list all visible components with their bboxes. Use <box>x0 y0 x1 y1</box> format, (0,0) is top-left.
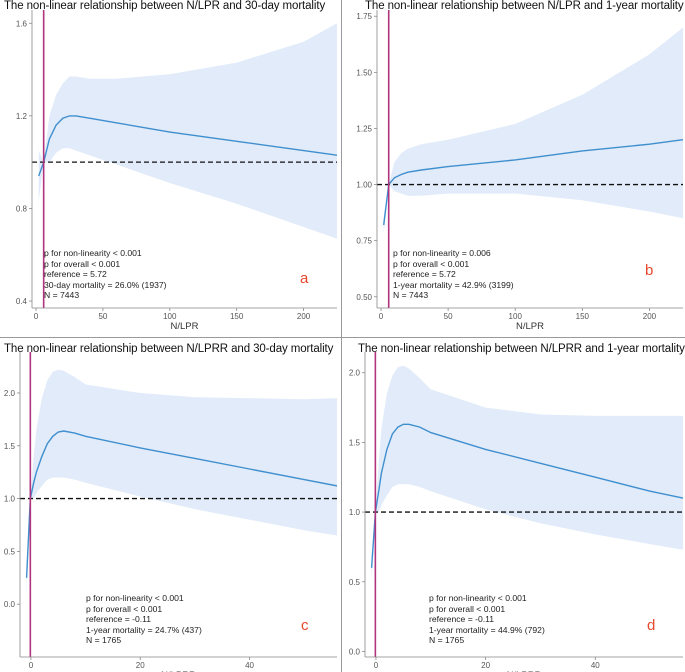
y-tick-label: 1.75 <box>356 12 372 21</box>
y-tick-label: 0.5 <box>349 578 361 587</box>
stat-line: p for non-linearity < 0.001 <box>86 593 184 603</box>
chart-title: The non-linear relationship between N/LP… <box>358 343 685 355</box>
panel-a: The non-linear relationship between N/LP… <box>0 0 340 336</box>
or-line <box>25 430 337 578</box>
y-tick-label: 0.0 <box>4 600 16 609</box>
x-tick-label: 100 <box>163 312 177 321</box>
y-tick-label: 1.6 <box>16 19 28 28</box>
chart-title: The non-linear relationship between N/LP… <box>4 343 334 355</box>
x-tick-label: 20 <box>481 661 490 670</box>
or-line <box>383 139 683 226</box>
panel-b: The non-linear relationship between N/LP… <box>345 0 685 336</box>
stat-line: N = 1765 <box>429 635 465 646</box>
y-tick-label: 1.25 <box>356 124 372 133</box>
y-tick-label: 2.0 <box>349 369 361 378</box>
y-tick-label: 1.5 <box>349 438 361 447</box>
stat-line: p for non-linearity < 0.001 <box>44 248 142 258</box>
x-tick-label: 0 <box>34 312 39 321</box>
stats-block: p for non-linearity < 0.001 p for overal… <box>429 593 545 646</box>
x-tick-label: 0 <box>374 661 379 670</box>
x-tick-label: 0 <box>379 312 384 321</box>
horizontal-divider <box>0 337 685 338</box>
panel-label: d <box>647 617 656 634</box>
stat-line: reference = -0.11 <box>86 614 152 625</box>
ci-band <box>26 369 337 594</box>
chart-title: The non-linear relationship between N/LP… <box>4 0 326 12</box>
x-tick-label: 40 <box>591 661 600 670</box>
panel-label: a <box>300 270 309 287</box>
x-tick-label: 0 <box>29 661 34 670</box>
panel-label: b <box>645 262 654 279</box>
x-tick-label: 50 <box>444 312 453 321</box>
y-tick-label: 1.2 <box>16 112 28 121</box>
stat-line: 30-day mortality = 26.0% (1937) <box>44 279 167 290</box>
x-tick-label: 40 <box>245 661 254 670</box>
x-tick-label: 150 <box>576 312 590 321</box>
x-axis-label: N/LPR <box>171 321 199 332</box>
x-tick-label: 20 <box>136 661 145 670</box>
stat-line: reference = -0.11 <box>429 614 495 625</box>
ci-band <box>38 23 337 239</box>
or-line <box>370 423 683 568</box>
y-tick-label: 0.4 <box>16 297 28 306</box>
y-tick-label: 2.0 <box>4 389 16 398</box>
x-tick-label: 200 <box>297 312 311 321</box>
stats-block: p for non-linearity < 0.001 p for overal… <box>44 248 167 301</box>
stat-line: p for overall < 0.001 <box>429 603 506 614</box>
panel-c: The non-linear relationship between N/LP… <box>0 340 340 672</box>
stat-line: reference = 5.72 <box>44 269 107 280</box>
chart-plot: 0.4 0.8 1.2 1.6 0 50 100 150 200 N/LPR <box>16 10 337 332</box>
ci-band <box>383 27 683 234</box>
y-tick-label: 0.8 <box>16 204 28 213</box>
chart-plot: 0.0 0.5 1.0 1.5 2.0 0 20 40 N/LPRR <box>4 352 337 672</box>
x-axis-label: N/LPRR <box>161 670 196 672</box>
x-tick-label: 100 <box>509 312 523 321</box>
y-tick-label: 1.0 <box>4 495 16 504</box>
y-tick-label: 1.5 <box>4 442 16 451</box>
chart-plot: 0.0 0.5 1.0 1.5 2.0 0 20 40 N/LPRR <box>349 352 683 672</box>
y-tick-label: 0.0 <box>349 647 361 656</box>
stats-block: p for non-linearity = 0.006 p for overal… <box>393 248 514 301</box>
or-line <box>38 115 337 177</box>
y-tick-label: 0.75 <box>356 237 372 246</box>
y-tick-label: 1.50 <box>356 68 372 77</box>
ci-band <box>371 365 683 582</box>
stat-line: p for overall < 0.001 <box>86 603 163 614</box>
y-tick-label: 0.5 <box>4 547 16 556</box>
x-axis-label: N/LPRR <box>507 670 542 672</box>
stat-line: N = 7443 <box>44 290 80 301</box>
chart-plot: 0.50 0.75 1.00 1.25 1.50 1.75 0 50 100 150 200 N/LP… <box>356 10 683 332</box>
vertical-divider <box>341 0 342 672</box>
y-tick-label: 1.0 <box>349 508 361 517</box>
stat-line: p for non-linearity < 0.001 <box>429 593 527 603</box>
stat-line: 1-year mortality = 44.9% (792) <box>429 624 545 635</box>
stat-line: reference = 5.72 <box>393 269 456 280</box>
x-tick-label: 200 <box>643 312 657 321</box>
stat-line: 1-year mortality = 24.7% (437) <box>86 624 202 635</box>
stats-block: p for non-linearity < 0.001 p for overal… <box>86 593 202 646</box>
stat-line: N = 7443 <box>393 290 429 301</box>
y-tick-label: 1.00 <box>356 181 372 190</box>
chart-title: The non-linear relationship between N/LP… <box>365 0 684 12</box>
x-axis-label: N/LPR <box>516 321 544 332</box>
stat-line: p for overall < 0.001 <box>44 258 121 269</box>
stat-line: p for overall < 0.001 <box>393 258 470 269</box>
stat-line: p for non-linearity = 0.006 <box>393 248 491 258</box>
stat-line: 1-year mortality = 42.9% (3199) <box>393 279 514 290</box>
panel-label: c <box>301 617 309 634</box>
panel-d: The non-linear relationship between N/LP… <box>345 340 685 672</box>
x-tick-label: 150 <box>230 312 244 321</box>
x-tick-label: 50 <box>98 312 107 321</box>
y-tick-label: 0.50 <box>356 293 372 302</box>
stat-line: N = 1765 <box>86 635 122 646</box>
